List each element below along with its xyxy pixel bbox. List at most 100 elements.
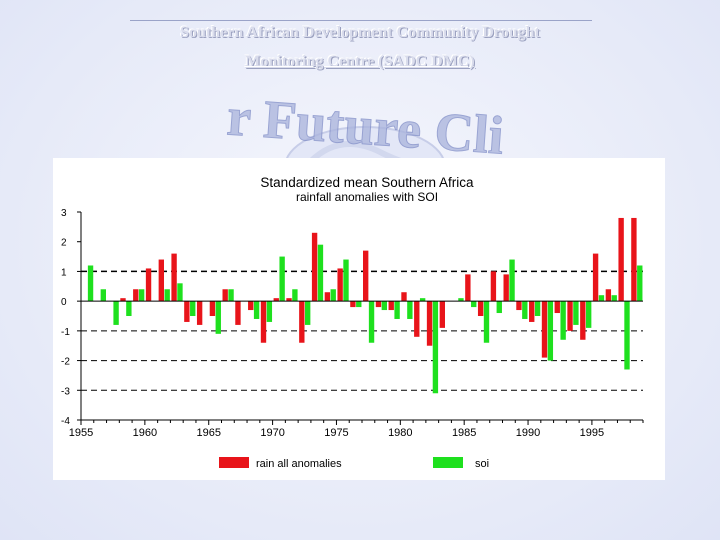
soi-bar	[573, 301, 579, 325]
rain-bar	[516, 301, 522, 311]
y-tick-label: -4	[61, 416, 70, 427]
soi-bar	[381, 301, 388, 311]
soi-bar	[624, 301, 630, 370]
rain-bar	[171, 253, 177, 302]
chart-panel: Standardized mean Southern Africa rainfa…	[53, 158, 665, 480]
soi-bar	[560, 301, 566, 340]
slide-title-line1: Southern African Development Community D…	[180, 24, 540, 41]
x-tick-label: 1965	[196, 427, 220, 439]
soi-bar	[292, 289, 298, 302]
rain-bar	[592, 253, 599, 302]
soi-bar	[100, 289, 107, 302]
rain-bar	[363, 250, 369, 302]
legend-label-soi: soi	[475, 458, 489, 470]
y-tick-label: 2	[61, 238, 67, 249]
legend-label-rain: rain all anomalies	[256, 458, 342, 470]
soi-bar	[509, 259, 515, 302]
rain-bar	[567, 301, 573, 331]
bars	[87, 217, 643, 394]
rain-bar	[324, 292, 331, 302]
rain-bar	[133, 289, 139, 302]
rain-bar	[426, 301, 433, 346]
rain-bar	[541, 301, 548, 358]
rain-bar	[184, 301, 190, 322]
watermark-text: r Future Cli	[225, 86, 506, 165]
rain-bar	[490, 271, 497, 302]
y-tick-label: -2	[61, 357, 70, 368]
rain-bar	[529, 301, 535, 322]
y-tick-label: 0	[61, 297, 67, 308]
legend-swatch-rain	[219, 457, 249, 468]
soi-bar	[317, 244, 324, 302]
rain-bar	[286, 298, 292, 302]
rain-bar	[580, 301, 586, 340]
soi-bar	[228, 289, 234, 302]
y-tick-label: -3	[61, 386, 70, 397]
x-tick-label: 1995	[580, 427, 604, 439]
soi-bar	[458, 298, 464, 302]
soi-bar	[471, 301, 477, 308]
legend: rain all anomalies soi	[219, 457, 489, 470]
x-tick-label: 1985	[452, 427, 476, 439]
chart-title: Standardized mean Southern Africa	[260, 175, 474, 190]
soi-bar	[394, 301, 400, 319]
soi-bar	[547, 301, 554, 361]
x-tick-label: 1975	[324, 427, 348, 439]
rain-bar	[401, 292, 407, 302]
soi-bar	[343, 259, 349, 302]
rain-bar	[618, 217, 624, 302]
soi-bar	[305, 301, 311, 325]
rain-bar	[222, 289, 228, 302]
soi-bar	[637, 265, 643, 302]
rain-bar	[260, 301, 267, 343]
y-tick-label: 1	[61, 267, 67, 278]
soi-bar	[330, 289, 336, 302]
rain-bar	[235, 301, 241, 325]
rain-bar	[375, 301, 382, 308]
soi-bar	[483, 301, 490, 343]
soi-bar	[522, 301, 528, 319]
rain-bar	[145, 268, 152, 302]
soi-bar	[266, 301, 273, 322]
soi-bar	[534, 301, 541, 316]
rain-bar	[299, 301, 305, 343]
soi-bar	[496, 301, 502, 314]
soi-bar	[432, 301, 439, 394]
rain-bar	[158, 259, 165, 302]
soi-bar	[586, 301, 592, 328]
soi-bar	[279, 256, 285, 302]
rain-bar	[605, 289, 612, 302]
legend-swatch-soi	[433, 457, 463, 468]
soi-bar	[611, 295, 617, 302]
soi-bar	[87, 265, 94, 302]
slide-title-line2: Monitoring Centre (SADC DMC)	[245, 53, 475, 70]
soi-bar	[138, 289, 145, 302]
rain-bar	[120, 298, 126, 302]
rain-bar	[477, 301, 484, 316]
soi-bar	[190, 301, 196, 316]
rain-bar	[311, 232, 318, 302]
soi-bar	[215, 301, 221, 334]
rain-bar	[273, 298, 279, 302]
x-tick-label: 1960	[133, 427, 157, 439]
chart-subtitle: rainfall anomalies with SOI	[296, 190, 438, 204]
rain-bar	[388, 301, 394, 311]
x-tick-label: 1970	[260, 427, 284, 439]
rain-bar	[631, 217, 637, 302]
soi-bar	[368, 301, 375, 343]
soi-bar	[126, 301, 132, 316]
soi-bar	[598, 295, 605, 302]
x-tick-label: 1990	[516, 427, 540, 439]
rain-bar	[209, 301, 216, 316]
rain-bar	[414, 301, 420, 337]
soi-bar	[253, 301, 260, 319]
soi-bar	[407, 301, 413, 319]
x-tick-label: 1955	[69, 427, 93, 439]
header-rule	[130, 20, 592, 21]
rain-bar	[196, 301, 203, 325]
rain-bar	[337, 268, 343, 302]
rain-bar	[465, 274, 471, 302]
rain-bar	[439, 301, 446, 328]
rain-bar	[554, 301, 560, 314]
